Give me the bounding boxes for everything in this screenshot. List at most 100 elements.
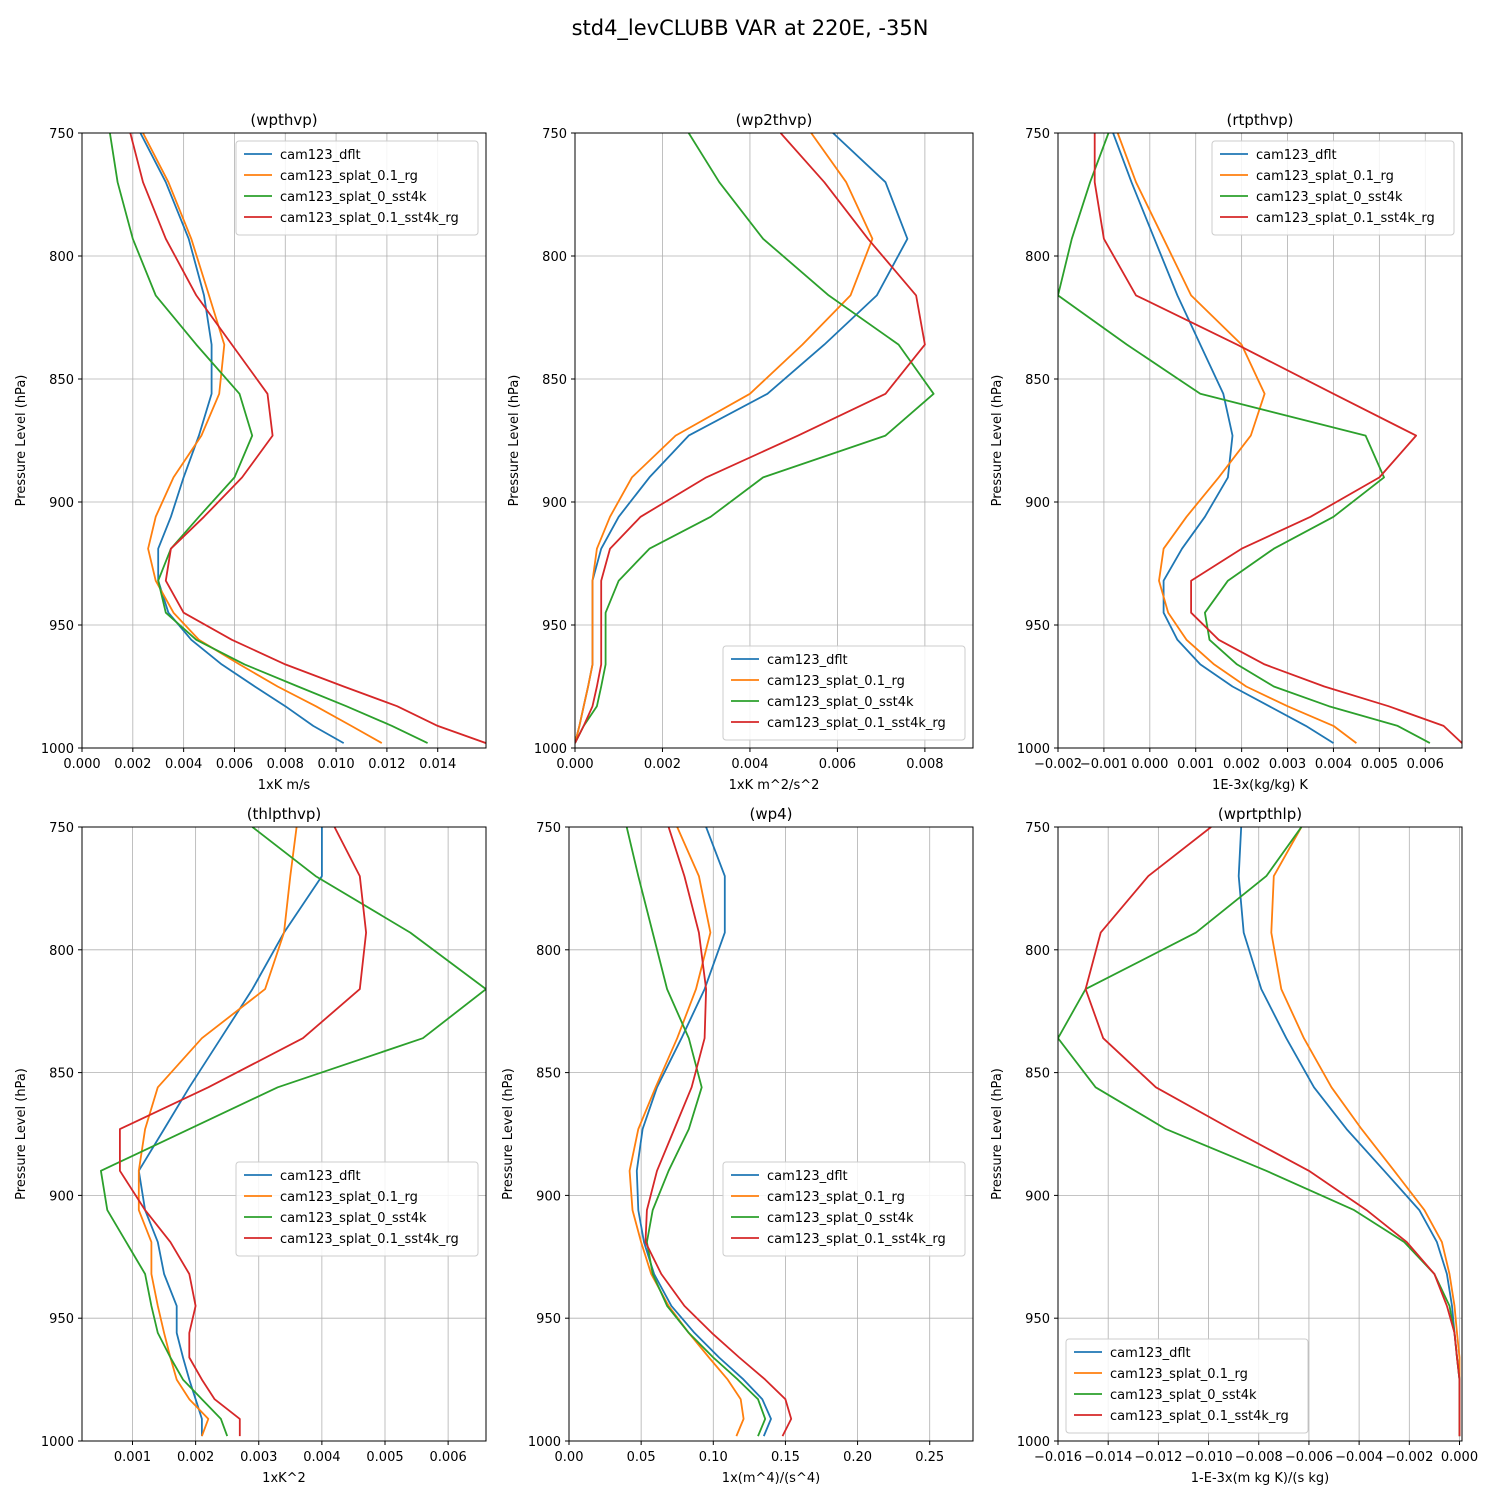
x-axis-label: 1xK m/s: [258, 778, 311, 793]
legend-label: cam123_splat_0_sst4k: [280, 190, 427, 205]
series-line-1: [1112, 133, 1334, 744]
series-line-4: [575, 133, 926, 744]
x-tick-label: 0.005: [366, 1450, 403, 1465]
y-tick-label: 1000: [534, 742, 567, 757]
legend-label: cam123_splat_0.1_rg: [280, 1190, 418, 1205]
y-tick-label: 1000: [41, 1435, 74, 1450]
x-axis-label: 1xK^2: [262, 1471, 306, 1486]
chart-panel-3: −0.002−0.001 0.000 0.001 0.002 0.003 0.004 0.0…: [990, 111, 1463, 793]
x-tick-label: 0.000: [1131, 757, 1168, 772]
y-tick-label: 750: [1025, 821, 1050, 836]
y-axis-label: Pressure Level (hPa): [14, 375, 29, 507]
plot-frame: [574, 132, 974, 749]
legend: cam123_dflt cam123_splat_0.1_rg cam123_spl…: [235, 140, 479, 236]
y-tick-label: 800: [542, 250, 567, 265]
plot-frame: [81, 826, 487, 1442]
chart-panel-4: 0.001 0.002 0.003 0.004 0.005 0.006 750 800 850 9…: [14, 805, 487, 1486]
x-tick-label: 0.004: [165, 757, 202, 772]
series-line-3: [625, 827, 767, 1437]
y-tick-label: 750: [49, 821, 74, 836]
legend-box: [235, 1161, 479, 1257]
x-tick-label: −0.002: [1385, 1450, 1433, 1465]
legend-box: [722, 645, 966, 741]
legend-label: cam123_splat_0.1_rg: [1256, 169, 1394, 184]
legend-label: cam123_dflt: [767, 1169, 848, 1184]
x-tick-label: 0.008: [267, 757, 304, 772]
figure-title: std4_levCLUBB VAR at 220E, -35N: [571, 16, 929, 40]
y-tick-label: 850: [49, 373, 74, 388]
x-tick-label: 0.003: [1269, 757, 1306, 772]
series-line-3: [109, 133, 428, 744]
x-tick-label: 0.002: [1223, 757, 1260, 772]
x-tick-label: 0.15: [771, 1450, 800, 1465]
x-tick-label: 0.012: [368, 757, 405, 772]
x-tick-label: 0.010: [317, 757, 354, 772]
legend-label: cam123_splat_0.1_rg: [1110, 1367, 1248, 1382]
series-line-3: [100, 827, 486, 1437]
legend: cam123_dflt cam123_splat_0.1_rg cam123_spl…: [1065, 1338, 1309, 1434]
chart-panel-6: −0.016 −0.014 −0.012 −0.010 −0.008 −0.006 −0.0…: [990, 805, 1478, 1486]
plot-frame: [1057, 132, 1463, 749]
legend-label: cam123_dflt: [1256, 148, 1337, 163]
y-tick-label: 950: [542, 619, 567, 634]
series-line-2: [628, 827, 745, 1437]
x-tick-label: 0.20: [843, 1450, 872, 1465]
x-tick-label: 0.004: [303, 1450, 340, 1465]
legend-label: cam123_splat_0.1_sst4k_rg: [1256, 211, 1435, 226]
x-tick-label: 0.000: [63, 757, 100, 772]
x-tick-label: −0.010: [1185, 1450, 1233, 1465]
series-line-2: [575, 133, 874, 744]
x-tick-label: 0.006: [216, 757, 253, 772]
y-tick-label: 900: [1025, 1189, 1050, 1204]
x-tick-label: −0.006: [1285, 1450, 1333, 1465]
x-tick-label: 0.004: [1315, 757, 1352, 772]
x-tick-label: −0.008: [1235, 1450, 1283, 1465]
x-tick-label: −0.004: [1335, 1450, 1383, 1465]
legend: cam123_dflt cam123_splat_0.1_rg cam123_spl…: [722, 1161, 966, 1257]
series-line-4: [119, 827, 368, 1437]
legend-label: cam123_splat_0.1_rg: [767, 674, 905, 689]
y-tick-label: 850: [536, 1067, 561, 1082]
legend-label: cam123_splat_0.1_rg: [280, 169, 418, 184]
y-axis-label: Pressure Level (hPa): [990, 375, 1005, 507]
legend-box: [1211, 140, 1455, 236]
x-tick-label: −0.014: [1084, 1450, 1132, 1465]
y-axis-label: Pressure Level (hPa): [507, 375, 522, 507]
x-axis-label: 1-E-3x(m kg K)/(s kg): [1191, 1471, 1329, 1486]
x-tick-label: 0.001: [114, 1450, 151, 1465]
legend-label: cam123_dflt: [1110, 1346, 1191, 1361]
x-tick-label: 0.006: [430, 1450, 467, 1465]
y-tick-label: 900: [49, 496, 74, 511]
series-line-3: [1058, 133, 1431, 744]
x-tick-label: 0.003: [240, 1450, 277, 1465]
y-tick-label: 950: [536, 1312, 561, 1327]
legend-label: cam123_splat_0.1_rg: [767, 1190, 905, 1205]
y-tick-label: 850: [1025, 1067, 1050, 1082]
plot-frame: [81, 132, 487, 749]
y-tick-label: 750: [536, 821, 561, 836]
legend-label: cam123_splat_0.1_sst4k_rg: [1110, 1409, 1289, 1424]
legend-label: cam123_dflt: [280, 1169, 361, 1184]
y-tick-label: 900: [542, 496, 567, 511]
series-line-2: [137, 827, 298, 1437]
y-tick-label: 950: [49, 1312, 74, 1327]
x-tick-label: 0.10: [699, 1450, 728, 1465]
x-tick-label: 0.001: [1177, 757, 1214, 772]
chart-title: (rtpthvp): [1226, 111, 1293, 129]
x-tick-label: 0.05: [627, 1450, 656, 1465]
legend-label: cam123_splat_0_sst4k: [1256, 190, 1403, 205]
chart-panel-1: 0.000 0.002 0.004 0.006 0.008 0.010 0.012 0.014…: [14, 111, 487, 793]
chart-title: (wp2thvp): [736, 111, 813, 129]
chart-panel-5: 0.00 0.05 0.10 0.15 0.20 0.25 750 800 850 900 950 1…: [501, 805, 974, 1486]
plot-frame: [1057, 826, 1463, 1442]
legend-box: [235, 140, 479, 236]
x-tick-label: 0.002: [644, 757, 681, 772]
x-axis-label: 1xK m^2/s^2: [729, 778, 820, 793]
y-tick-label: 750: [1025, 127, 1050, 142]
x-tick-label: 0.002: [177, 1450, 214, 1465]
x-tick-label: 0.002: [114, 757, 151, 772]
y-tick-label: 800: [49, 944, 74, 959]
chart-title: (wpthvp): [250, 111, 317, 129]
series-line-2: [142, 133, 383, 744]
x-tick-label: 0.014: [419, 757, 456, 772]
